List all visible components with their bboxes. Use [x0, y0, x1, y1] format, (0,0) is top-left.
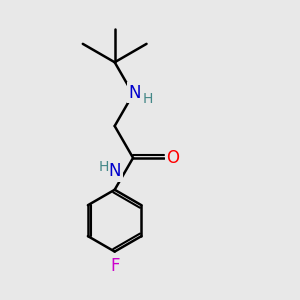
Text: N: N: [128, 84, 141, 102]
Text: N: N: [109, 163, 121, 181]
Text: O: O: [166, 149, 179, 167]
Text: H: H: [99, 160, 109, 174]
Text: F: F: [110, 257, 119, 275]
Text: H: H: [142, 92, 153, 106]
